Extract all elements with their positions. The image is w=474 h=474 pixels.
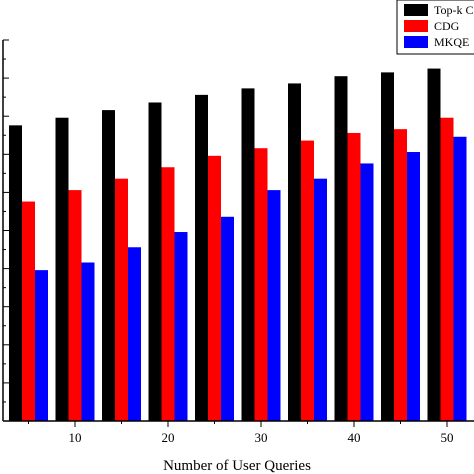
legend-label: CDG [434, 19, 460, 33]
bar-cdg-15 [115, 178, 128, 421]
bar-top-k-c-25 [195, 94, 208, 421]
bar-cdg-40 [347, 132, 361, 422]
bar-top-k-c-15 [102, 110, 115, 421]
bar-mkqe-5 [35, 270, 48, 421]
bar-cdg-35 [301, 140, 314, 422]
bar-top-k-c-45 [381, 72, 394, 421]
bar-mkqe-50 [453, 136, 467, 422]
bar-mkqe-35 [314, 178, 327, 421]
bar-top-k-c-50 [427, 68, 441, 421]
legend-swatch-top-k-c [404, 4, 428, 16]
bar-cdg-50 [440, 117, 454, 421]
bar-mkqe-30 [267, 190, 281, 421]
x-tick-label: 20 [162, 430, 175, 445]
bars-layer [9, 68, 467, 422]
bar-top-k-c-35 [288, 83, 301, 422]
bar-top-k-c-10 [55, 117, 69, 421]
x-axis-label: Number of User Queries [163, 458, 311, 474]
legend-label: MKQE [434, 35, 469, 49]
bar-mkqe-40 [360, 163, 374, 421]
legend: Top-k C CDG MKQE [396, 0, 474, 55]
bar-mkqe-25 [221, 216, 234, 421]
bar-cdg-25 [208, 155, 221, 421]
x-ticks: 10 20 30 40 50 [28, 421, 454, 445]
y-ticks [3, 39, 9, 422]
bar-top-k-c-40 [334, 76, 348, 421]
bar-top-k-c-30 [241, 88, 255, 422]
x-tick-label: 10 [69, 430, 82, 445]
bar-mkqe-45 [407, 152, 420, 421]
bar-mkqe-20 [174, 232, 188, 421]
bar-cdg-20 [161, 167, 175, 421]
bar-cdg-30 [254, 148, 268, 422]
legend-swatch-cdg [404, 20, 428, 32]
bar-cdg-45 [394, 129, 407, 422]
legend-label: Top-k C [434, 3, 474, 17]
bar-cdg-10 [68, 190, 82, 421]
x-tick-label: 30 [255, 430, 268, 445]
bar-mkqe-15 [128, 247, 141, 421]
bar-cdg-5 [22, 201, 35, 421]
bar-top-k-c-20 [148, 102, 162, 421]
bar-top-k-c-5 [9, 125, 22, 422]
legend-swatch-mkqe [404, 36, 428, 48]
x-tick-label: 40 [348, 430, 361, 445]
bar-mkqe-10 [81, 262, 95, 421]
x-tick-label: 50 [441, 430, 454, 445]
